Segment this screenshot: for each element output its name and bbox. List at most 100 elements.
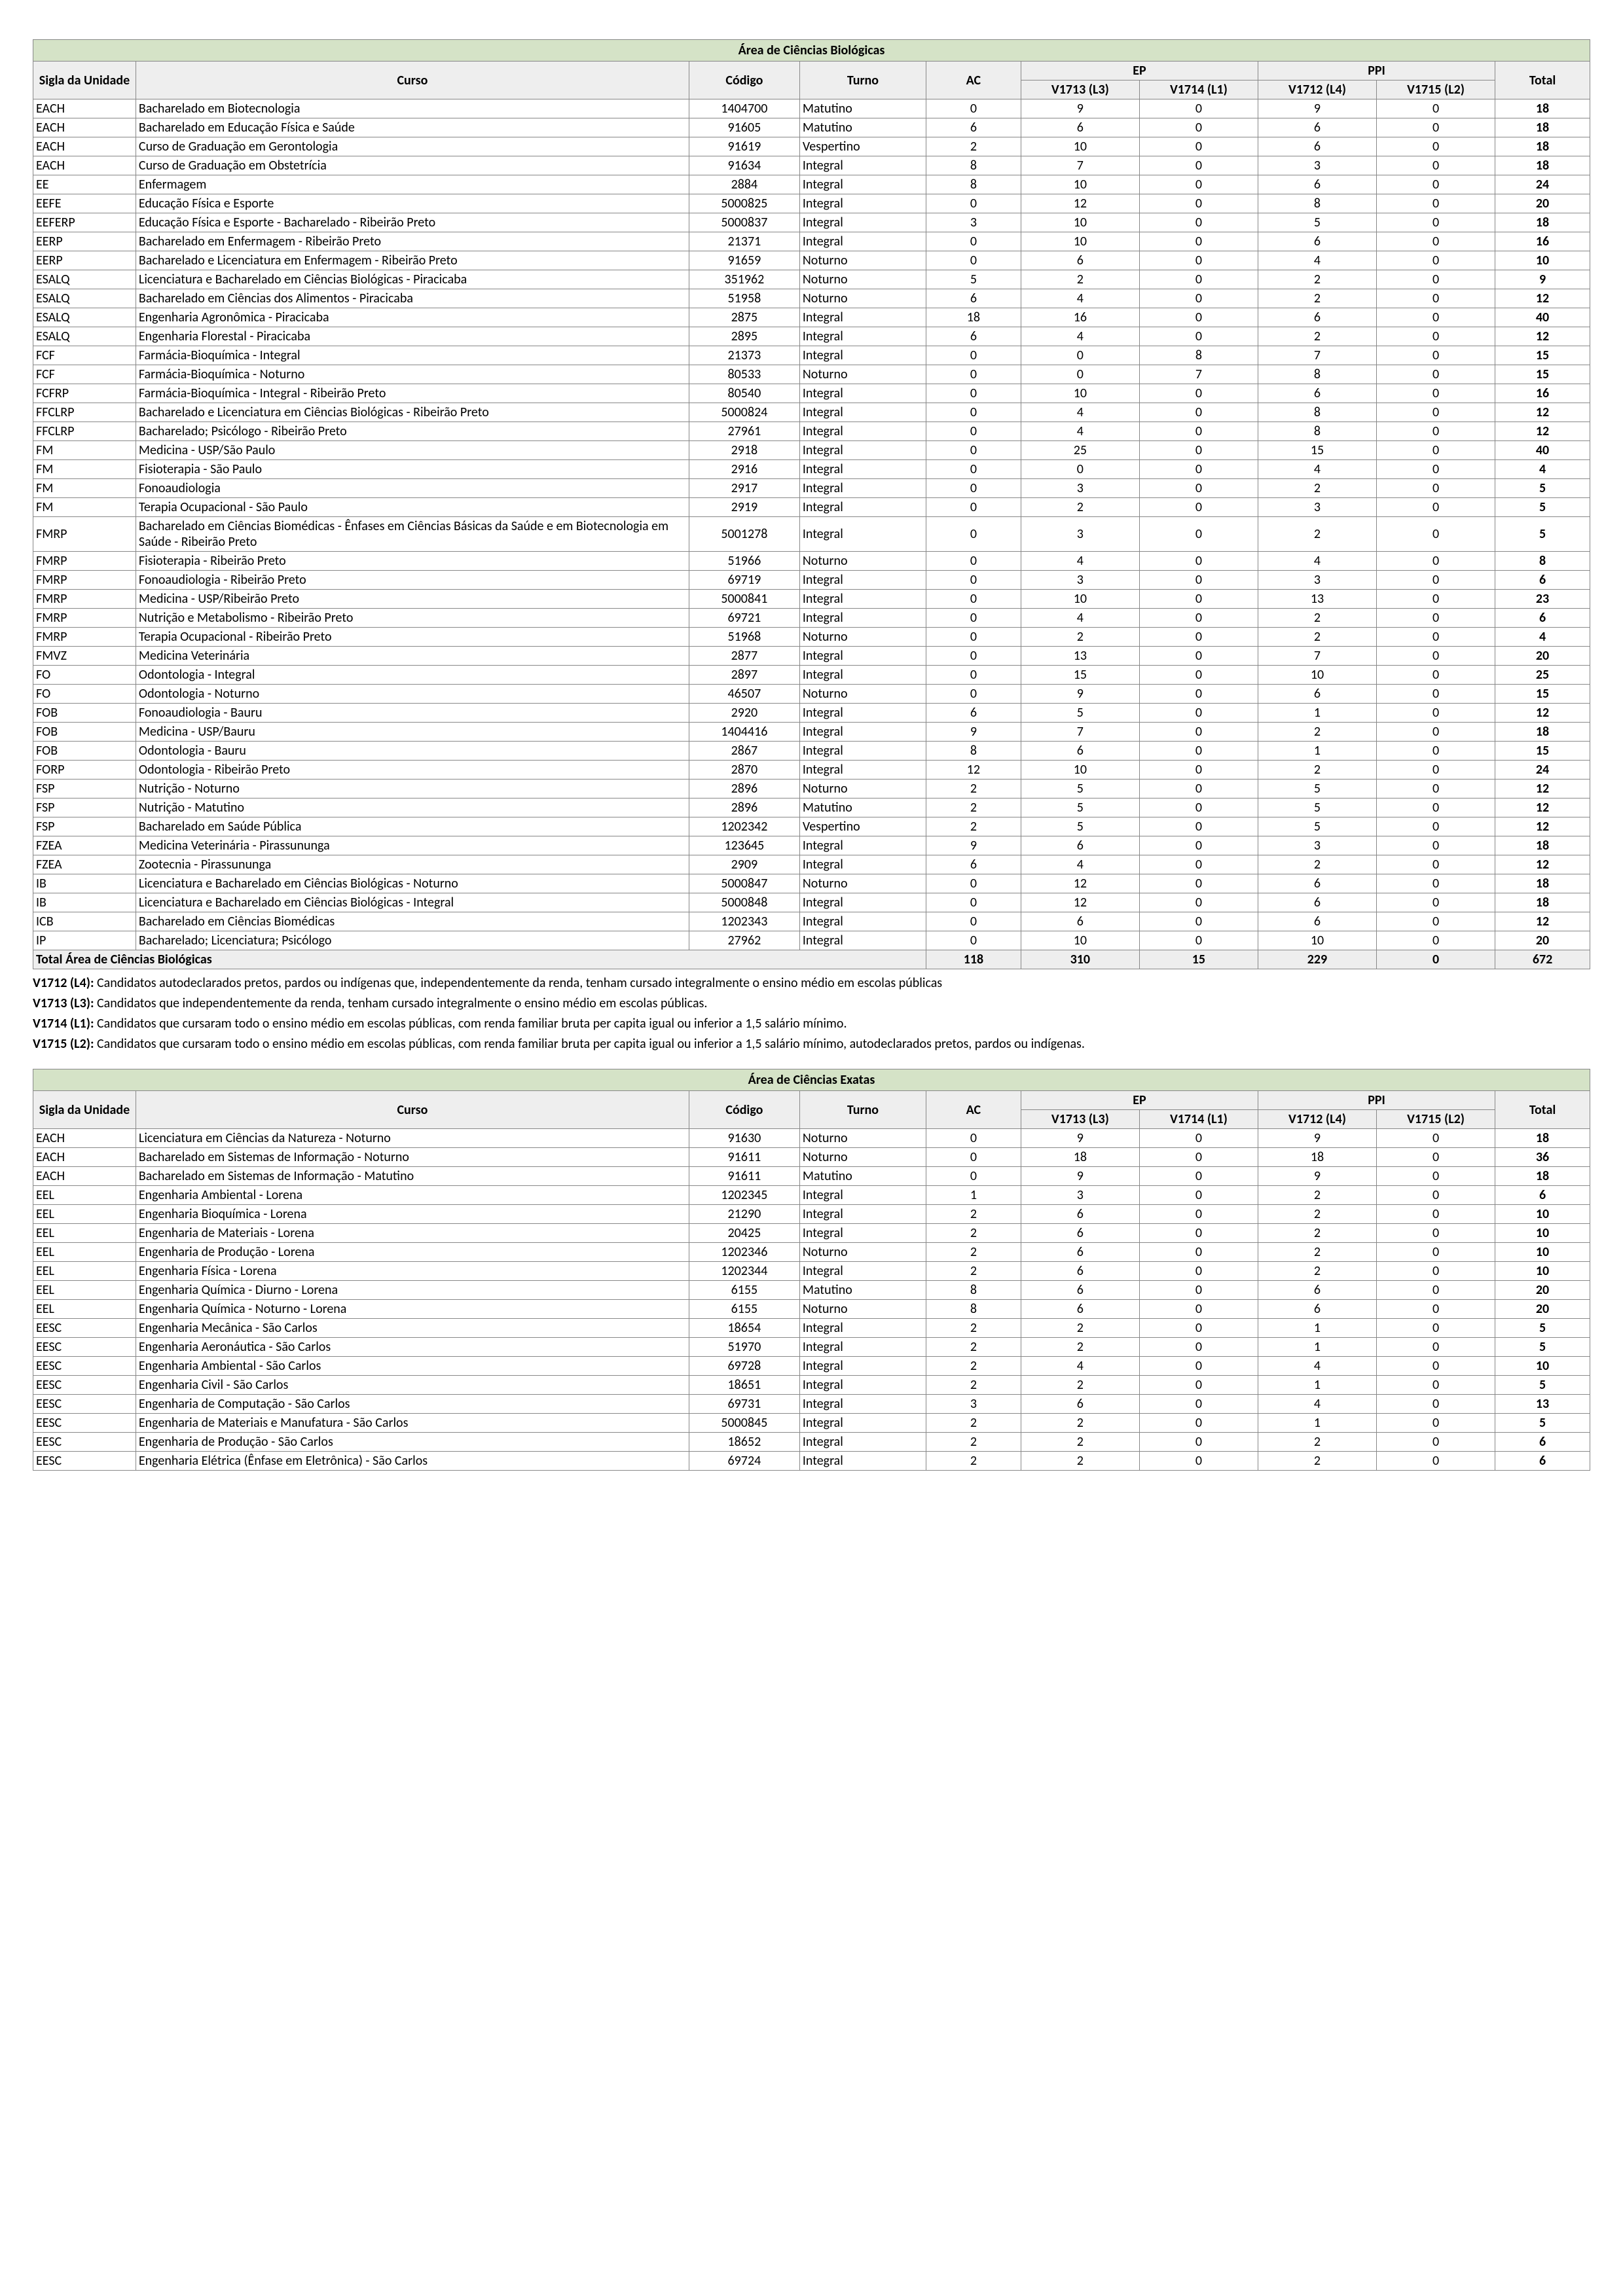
cell-ac: 0 [926, 441, 1021, 460]
header-total: Total [1495, 62, 1590, 99]
cell-v1713: 2 [1021, 1414, 1139, 1433]
cell-v1713: 6 [1021, 251, 1139, 270]
table-row: FSPNutrição - Noturno2896Noturno2505012 [33, 780, 1590, 798]
table-row: FOBOdontologia - Bauru2867Integral860101… [33, 742, 1590, 761]
table-row: EELEngenharia de Materiais - Lorena20425… [33, 1224, 1590, 1243]
cell-v1713: 6 [1021, 1243, 1139, 1262]
cell-sigla: FM [33, 460, 136, 479]
cell-v1714: 0 [1139, 647, 1258, 666]
cell-v1712: 1 [1258, 742, 1376, 761]
cell-total: 18 [1495, 836, 1590, 855]
cell-ac: 0 [926, 498, 1021, 517]
header-sigla: Sigla da Unidade [33, 62, 136, 99]
table-row: ESALQLicenciatura e Bacharelado em Ciênc… [33, 270, 1590, 289]
cell-v1714: 0 [1139, 517, 1258, 552]
table-row: FORPOdontologia - Ribeirão Preto2870Inte… [33, 761, 1590, 780]
cell-v1714: 0 [1139, 1186, 1258, 1205]
cell-ac: 0 [926, 422, 1021, 441]
cell-curso: Fisioterapia - São Paulo [136, 460, 689, 479]
cell-total: 10 [1495, 1205, 1590, 1224]
cell-codigo: 20425 [689, 1224, 799, 1243]
note-label: V1714 (L1): [33, 1016, 94, 1031]
cell-sigla: IB [33, 893, 136, 912]
cell-v1712: 2 [1258, 628, 1376, 647]
cell-sigla: FMRP [33, 571, 136, 590]
cell-codigo: 69728 [689, 1357, 799, 1376]
cell-v1714: 0 [1139, 628, 1258, 647]
header-v1712: V1712 (L4) [1258, 1110, 1376, 1129]
cell-v1712: 2 [1258, 723, 1376, 742]
cell-v1715: 0 [1377, 1452, 1495, 1471]
cell-v1715: 0 [1377, 1414, 1495, 1433]
cell-v1712: 6 [1258, 912, 1376, 931]
table-row: ESALQEngenharia Florestal - Piracicaba28… [33, 327, 1590, 346]
cell-total: 5 [1495, 1376, 1590, 1395]
cell-ac: 2 [926, 137, 1021, 156]
cell-ac: 0 [926, 571, 1021, 590]
cell-v1712: 2 [1258, 609, 1376, 628]
cell-codigo: 51958 [689, 289, 799, 308]
cell-v1714: 0 [1139, 552, 1258, 571]
table-row: ESALQBacharelado em Ciências dos Aliment… [33, 289, 1590, 308]
cell-total: 24 [1495, 175, 1590, 194]
table-row: FMRPMedicina - USP/Ribeirão Preto5000841… [33, 590, 1590, 609]
cell-v1713: 4 [1021, 403, 1139, 422]
cell-v1714: 0 [1139, 118, 1258, 137]
cell-total: 18 [1495, 137, 1590, 156]
cell-turno: Integral [799, 498, 926, 517]
cell-v1712: 7 [1258, 346, 1376, 365]
cell-sigla: FOB [33, 742, 136, 761]
cell-v1714: 0 [1139, 931, 1258, 950]
cell-v1715: 0 [1377, 931, 1495, 950]
cell-turno: Integral [799, 1205, 926, 1224]
cell-total: 18 [1495, 118, 1590, 137]
cell-total: 12 [1495, 704, 1590, 723]
cell-sigla: ESALQ [33, 270, 136, 289]
cell-v1714: 0 [1139, 1281, 1258, 1300]
cell-codigo: 21290 [689, 1205, 799, 1224]
cell-v1714: 0 [1139, 441, 1258, 460]
cell-v1715: 0 [1377, 1376, 1495, 1395]
cell-codigo: 1202342 [689, 817, 799, 836]
cell-v1714: 0 [1139, 137, 1258, 156]
cell-curso: Engenharia de Produção - Lorena [136, 1243, 689, 1262]
table-row: EACHBacharelado em Sistemas de Informaçã… [33, 1167, 1590, 1186]
cell-total: 8 [1495, 552, 1590, 571]
cell-codigo: 91659 [689, 251, 799, 270]
cell-v1713: 3 [1021, 517, 1139, 552]
cell-v1713: 12 [1021, 194, 1139, 213]
cell-turno: Matutino [799, 798, 926, 817]
cell-v1713: 4 [1021, 855, 1139, 874]
cell-sigla: EEL [33, 1243, 136, 1262]
cell-ac: 0 [926, 647, 1021, 666]
cell-v1713: 6 [1021, 1395, 1139, 1414]
cell-turno: Noturno [799, 365, 926, 384]
total-v1715: 0 [1377, 950, 1495, 969]
cell-turno: Integral [799, 1262, 926, 1281]
cell-v1714: 0 [1139, 1224, 1258, 1243]
cell-v1715: 0 [1377, 1243, 1495, 1262]
cell-codigo: 5001278 [689, 517, 799, 552]
cell-turno: Matutino [799, 1167, 926, 1186]
cell-total: 9 [1495, 270, 1590, 289]
cell-v1712: 2 [1258, 517, 1376, 552]
cell-codigo: 80533 [689, 365, 799, 384]
cell-curso: Bacharelado em Ciências Biomédicas [136, 912, 689, 931]
cell-total: 12 [1495, 403, 1590, 422]
cell-curso: Medicina Veterinária [136, 647, 689, 666]
cell-curso: Educação Física e Esporte - Bacharelado … [136, 213, 689, 232]
cell-v1712: 4 [1258, 460, 1376, 479]
cell-ac: 2 [926, 1205, 1021, 1224]
table-row: FSPNutrição - Matutino2896Matutino250501… [33, 798, 1590, 817]
cell-v1712: 1 [1258, 1414, 1376, 1433]
cell-v1715: 0 [1377, 628, 1495, 647]
cell-v1712: 1 [1258, 704, 1376, 723]
cell-curso: Engenharia Elétrica (Ênfase em Eletrônic… [136, 1452, 689, 1471]
cell-v1713: 10 [1021, 137, 1139, 156]
cell-v1713: 4 [1021, 552, 1139, 571]
cell-total: 12 [1495, 327, 1590, 346]
cell-sigla: FOB [33, 704, 136, 723]
cell-v1713: 0 [1021, 346, 1139, 365]
cell-curso: Bacharelado em Educação Física e Saúde [136, 118, 689, 137]
cell-curso: Farmácia-Bioquímica - Integral - Ribeirã… [136, 384, 689, 403]
